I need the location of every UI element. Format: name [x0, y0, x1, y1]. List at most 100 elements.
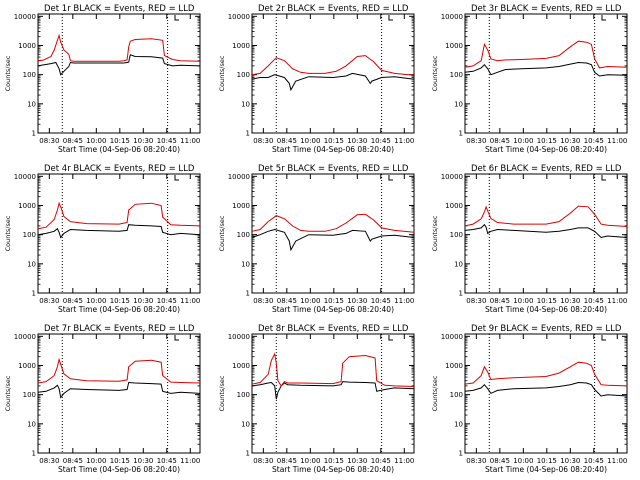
events-series-line: [464, 223, 628, 239]
x-tick-label: 10:15: [537, 457, 557, 465]
plot-frame: [251, 13, 415, 134]
y-tick-label: 10000: [228, 173, 250, 181]
y-tick-label: 10: [27, 100, 36, 108]
x-tick-label: 10:00: [300, 457, 320, 465]
y-tick-label: 10000: [14, 173, 36, 181]
x-tick-label: 10:15: [537, 137, 557, 145]
y-tick-label: 1: [246, 130, 250, 138]
events-series-line: [251, 72, 415, 92]
x-tick-label: 10:00: [300, 137, 320, 145]
y-tick-label: 10: [454, 100, 463, 108]
y-tick-label: 100: [237, 231, 250, 239]
x-tick-label: 10:15: [324, 297, 344, 305]
x-tick-label: 10:00: [86, 297, 106, 305]
y-tick-label: 1000: [18, 42, 36, 50]
x-tick-label: 10:45: [157, 457, 177, 465]
y-tick-label: 1: [246, 450, 250, 458]
x-tick-label: 08:30: [253, 137, 273, 145]
y-tick-label: 1: [459, 130, 463, 138]
x-tick-label: 10:30: [560, 297, 580, 305]
x-tick-label: 11:00: [394, 137, 414, 145]
chart-panel: Det 7r BLACK = Events, RED = LLD 1 10 100 10…: [4, 324, 201, 474]
x-tick-label: 10:45: [584, 457, 604, 465]
y-axis-label: Counts/sec: [4, 215, 12, 251]
corner-bracket-mark: [601, 335, 606, 341]
x-tick-label: 10:15: [324, 457, 344, 465]
events-series-line: [251, 228, 415, 252]
chart-panel: Det 2r BLACK = Events, RED = LLD 1 10 100 10…: [218, 4, 415, 154]
x-tick-label: 10:45: [157, 297, 177, 305]
x-tick-label: 11:00: [394, 457, 414, 465]
x-tick-label: 10:00: [513, 457, 533, 465]
plot-frame: [37, 173, 201, 294]
plot-frame: [464, 13, 628, 134]
y-tick-label: 10: [241, 420, 250, 428]
y-axis-label: Counts/sec: [431, 375, 439, 411]
x-tick-label: 10:45: [371, 297, 391, 305]
x-tick-label: 10:45: [371, 137, 391, 145]
y-axis-label: Counts/sec: [218, 55, 226, 91]
y-tick-label: 1: [246, 290, 250, 298]
y-tick-label: 1000: [445, 362, 463, 370]
x-tick-label: 11:00: [180, 297, 200, 305]
events-series-line: [251, 381, 415, 400]
lld-series-line: [37, 201, 201, 230]
events-series-line: [37, 224, 201, 239]
y-axis-label: Counts/sec: [4, 375, 12, 411]
events-series-line: [464, 61, 628, 77]
lld-series-line: [464, 205, 628, 227]
x-tick-label: 10:30: [347, 457, 367, 465]
y-axis-label: Counts/sec: [218, 215, 226, 251]
chart-panel: Det 5r BLACK = Events, RED = LLD 1 10 100 10…: [218, 164, 415, 314]
x-axis-label: Start Time (04-Sep-06 08:20:40): [485, 305, 607, 314]
x-tick-label: 11:00: [607, 297, 627, 305]
x-tick-label: 08:30: [466, 457, 486, 465]
x-tick-label: 10:00: [86, 137, 106, 145]
y-tick-label: 1000: [445, 202, 463, 210]
x-tick-label: 10:45: [584, 297, 604, 305]
lld-series-line: [464, 40, 628, 69]
x-tick-label: 10:30: [133, 297, 153, 305]
x-tick-label: 10:00: [513, 297, 533, 305]
y-tick-label: 1: [32, 450, 36, 458]
x-tick-label: 10:00: [300, 297, 320, 305]
x-tick-label: 11:00: [394, 297, 414, 305]
x-axis-label: Start Time (04-Sep-06 08:20:40): [58, 305, 180, 314]
y-tick-label: 100: [237, 391, 250, 399]
chart-panel: Det 3r BLACK = Events, RED = LLD 1 10 100 10…: [431, 4, 628, 154]
x-tick-label: 08:45: [490, 457, 510, 465]
y-tick-label: 1000: [18, 202, 36, 210]
y-axis-label: Counts/sec: [431, 55, 439, 91]
x-axis-label: Start Time (04-Sep-06 08:20:40): [485, 145, 607, 154]
corner-bracket-mark: [388, 15, 393, 21]
x-tick-label: 10:45: [584, 137, 604, 145]
x-tick-label: 10:30: [133, 457, 153, 465]
y-tick-label: 10000: [228, 333, 250, 341]
events-series-line: [464, 381, 628, 397]
y-tick-label: 100: [450, 231, 463, 239]
lld-series-line: [251, 55, 415, 76]
y-tick-label: 10: [454, 260, 463, 268]
plot-frame: [37, 333, 201, 454]
events-series-line: [37, 381, 201, 399]
chart-panel: Det 6r BLACK = Events, RED = LLD 1 10 100 10…: [431, 164, 628, 314]
x-tick-label: 08:30: [39, 457, 59, 465]
y-tick-label: 100: [23, 71, 36, 79]
x-tick-label: 10:45: [371, 457, 391, 465]
y-tick-label: 1000: [232, 362, 250, 370]
y-tick-label: 10000: [14, 13, 36, 21]
x-tick-label: 10:30: [560, 137, 580, 145]
chart-title: Det 6r BLACK = Events, RED = LLD: [471, 164, 622, 174]
chart-title: Det 3r BLACK = Events, RED = LLD: [471, 4, 622, 14]
chart-panel: Det 8r BLACK = Events, RED = LLD 1 10 100 10…: [218, 324, 415, 474]
x-tick-label: 11:00: [607, 457, 627, 465]
x-tick-label: 10:30: [347, 137, 367, 145]
x-axis-label: Start Time (04-Sep-06 08:20:40): [485, 465, 607, 474]
y-tick-label: 1000: [232, 42, 250, 50]
y-tick-label: 1: [32, 130, 36, 138]
y-tick-label: 1000: [445, 42, 463, 50]
x-axis-label: Start Time (04-Sep-06 08:20:40): [58, 145, 180, 154]
x-tick-label: 08:30: [39, 297, 59, 305]
y-tick-label: 10: [454, 420, 463, 428]
y-tick-label: 10: [241, 260, 250, 268]
